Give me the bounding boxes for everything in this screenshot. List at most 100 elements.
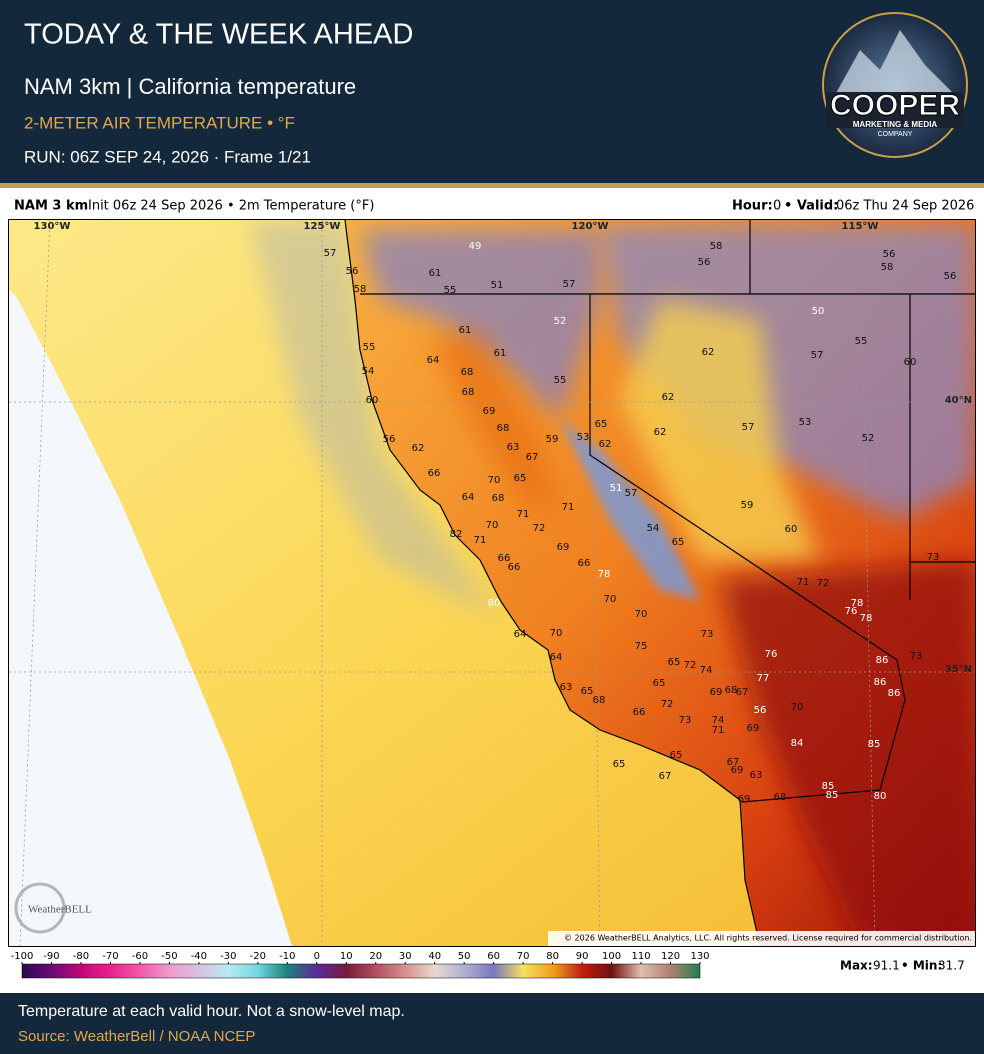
temperature-label: 68: [462, 387, 475, 398]
header-bg: [0, 0, 984, 183]
temperature-label: 69: [738, 794, 751, 805]
temperature-label: 84: [791, 738, 804, 749]
temperature-label: 55: [363, 342, 376, 353]
temperature-label: 68: [725, 685, 738, 696]
temperature-label: 71: [712, 725, 725, 736]
hour: 0: [773, 199, 781, 214]
temperature-label: 64: [427, 355, 440, 366]
footer-source: Source: WeatherBell / NOAA NCEP: [18, 1028, 255, 1045]
temperature-label: 57: [811, 350, 824, 361]
hour-label: Hour:: [732, 199, 773, 214]
temperature-label: 59: [546, 434, 559, 445]
temperature-label: 74: [700, 665, 713, 676]
colorbar-ticks: -100 -90 -80 -70 -60 -50 -40 -30 -20 -10 0 10 20 30 40…: [11, 951, 710, 964]
temperature-label: 78: [851, 598, 864, 609]
graticule: [9, 220, 976, 946]
valid: 06z Thu 24 Sep 2026: [836, 199, 974, 214]
colorbar-tick-label: -100: [11, 951, 34, 962]
colorbar-tick-label: 90: [576, 951, 589, 962]
temperature-label: 56: [346, 266, 359, 277]
temperature-label: 60: [904, 357, 917, 368]
colorbar-tick-label: 30: [399, 951, 412, 962]
temperature-label: 58: [881, 262, 894, 273]
colorbar-tick-label: 60: [487, 951, 500, 962]
temperature-label: 61: [459, 325, 472, 336]
temperature-label: 65: [595, 419, 608, 430]
logo: COOPER MARKETING & MEDIA COMPANY: [822, 12, 968, 158]
logo-name: COOPER: [830, 89, 960, 122]
temperature-label: 57: [563, 279, 576, 290]
temperature-label: 55: [554, 375, 567, 386]
colorbar-tick-label: -20: [250, 951, 266, 962]
temperature-label: 56: [944, 271, 957, 282]
temperature-label: 57: [625, 488, 638, 499]
graticule-label: 40°N: [945, 395, 972, 406]
temperature-label: 55: [855, 336, 868, 347]
temperature-label: 80: [874, 791, 887, 802]
temperature-label: 52: [554, 316, 567, 327]
variable: 2-METER AIR TEMPERATURE • °F: [24, 113, 295, 132]
temperature-label: 70: [791, 702, 804, 713]
temperature-label: 64: [514, 629, 527, 640]
title: TODAY & THE WEEK AHEAD: [24, 19, 413, 51]
watermark-logo: [14, 882, 66, 934]
footer-note: Temperature at each valid hour. Not a sn…: [18, 1003, 405, 1020]
header-rule: [0, 183, 984, 188]
colorbar-tick-label: 100: [602, 951, 621, 962]
temperature-label: 65: [653, 678, 666, 689]
state-border: [589, 294, 906, 803]
temperature-label: 78: [860, 613, 873, 624]
temperature-label: 69: [747, 723, 760, 734]
temperature-label: 64: [462, 492, 475, 503]
min: 31.7: [938, 959, 965, 973]
model: NAM 3 km: [14, 199, 88, 214]
temperature-label: 59: [741, 500, 754, 511]
temperature-label: 65: [581, 686, 594, 697]
temperature-label: 62: [662, 392, 675, 403]
temperature-label: 70: [486, 520, 499, 531]
logo-mountains: [835, 30, 955, 95]
logo-line: COMPANY: [878, 131, 913, 138]
max-label: Max:: [840, 959, 873, 973]
temperature-label: 56: [383, 434, 396, 445]
temperature-label: 68: [593, 695, 606, 706]
temperature-label: 85: [826, 790, 839, 801]
colorbar-tick-label: -50: [161, 951, 177, 962]
graticule-label: 35°N: [945, 664, 972, 675]
colorbar-tick-label: 20: [369, 951, 382, 962]
domain-edge: [9, 290, 292, 946]
colorbar-tick-label: 120: [661, 951, 680, 962]
temperature-label: 52: [862, 433, 875, 444]
temperature-label: 53: [799, 417, 812, 428]
temperature-label: 71: [562, 502, 575, 513]
temperature-label: 78: [598, 569, 611, 580]
grid-line: [19, 220, 51, 946]
temperature-label: 68: [497, 423, 510, 434]
temperature-label: 62: [702, 347, 715, 358]
valid-label: • Valid:: [784, 199, 838, 214]
cool-basin: [600, 225, 976, 520]
init: Init 06z 24 Sep 2026 • 2m Temperature (°…: [88, 199, 374, 214]
colorbar-tick-label: -80: [73, 951, 89, 962]
temperature-label: 56: [698, 257, 711, 268]
temperature-label: 70: [604, 594, 617, 605]
temperature-label: 70: [635, 609, 648, 620]
colorbar-tick-label: -30: [220, 951, 236, 962]
grid-line: [859, 220, 876, 946]
temperature-label: 71: [517, 509, 530, 520]
temperature-label: 67: [727, 757, 740, 768]
temperature-label: 63: [560, 682, 573, 693]
colorbar-tick-label: -40: [191, 951, 207, 962]
temperature-label: 72: [817, 578, 830, 589]
hot-desert: [720, 560, 976, 946]
temperature-label: 54: [647, 523, 660, 534]
colorbar-tick-label: -70: [102, 951, 118, 962]
footer-bg: [0, 993, 984, 1054]
temperature-label: 51: [610, 483, 623, 494]
temperature-label: 66: [578, 558, 591, 569]
temperature-label: 62: [412, 443, 425, 454]
colorbar-tick-label: -90: [43, 951, 59, 962]
temperature-label: 68: [774, 792, 787, 803]
